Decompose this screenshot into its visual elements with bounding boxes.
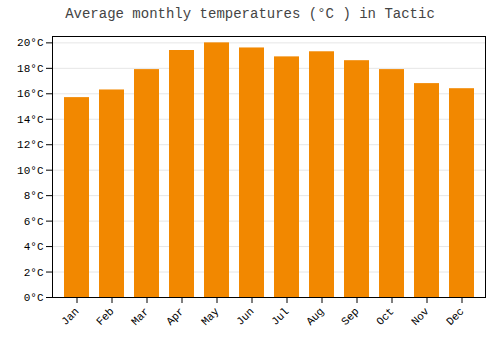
svg-text:Mar: Mar [129,305,151,327]
svg-text:Oct: Oct [374,305,396,327]
svg-text:Aug: Aug [304,305,326,327]
svg-text:16°C: 16°C [17,88,44,100]
svg-text:14°C: 14°C [17,114,44,126]
svg-text:2°C: 2°C [24,267,44,279]
svg-text:Dec: Dec [444,305,466,327]
svg-text:12°C: 12°C [17,139,44,151]
svg-text:10°C: 10°C [17,165,44,177]
svg-text:Nov: Nov [409,305,432,328]
svg-text:Jul: Jul [269,305,291,327]
svg-text:18°C: 18°C [17,63,44,75]
html-text:Average monthly temperatures (: Average monthly temperatures (°C ) in Ta… [65,6,435,22]
svg-text:6°C: 6°C [24,216,44,228]
svg-text:0°C: 0°C [24,292,44,304]
svg-text:Apr: Apr [164,305,186,327]
svg-text:20°C: 20°C [17,37,44,49]
svg-text:Jan: Jan [59,305,81,327]
svg-text:Feb: Feb [94,305,116,327]
svg-text:Jun: Jun [234,305,256,327]
svg-text:May: May [199,305,222,328]
svg-text:4°C: 4°C [24,241,44,253]
svg-text:Sep: Sep [339,305,361,327]
svg-text:8°C: 8°C [24,190,44,202]
